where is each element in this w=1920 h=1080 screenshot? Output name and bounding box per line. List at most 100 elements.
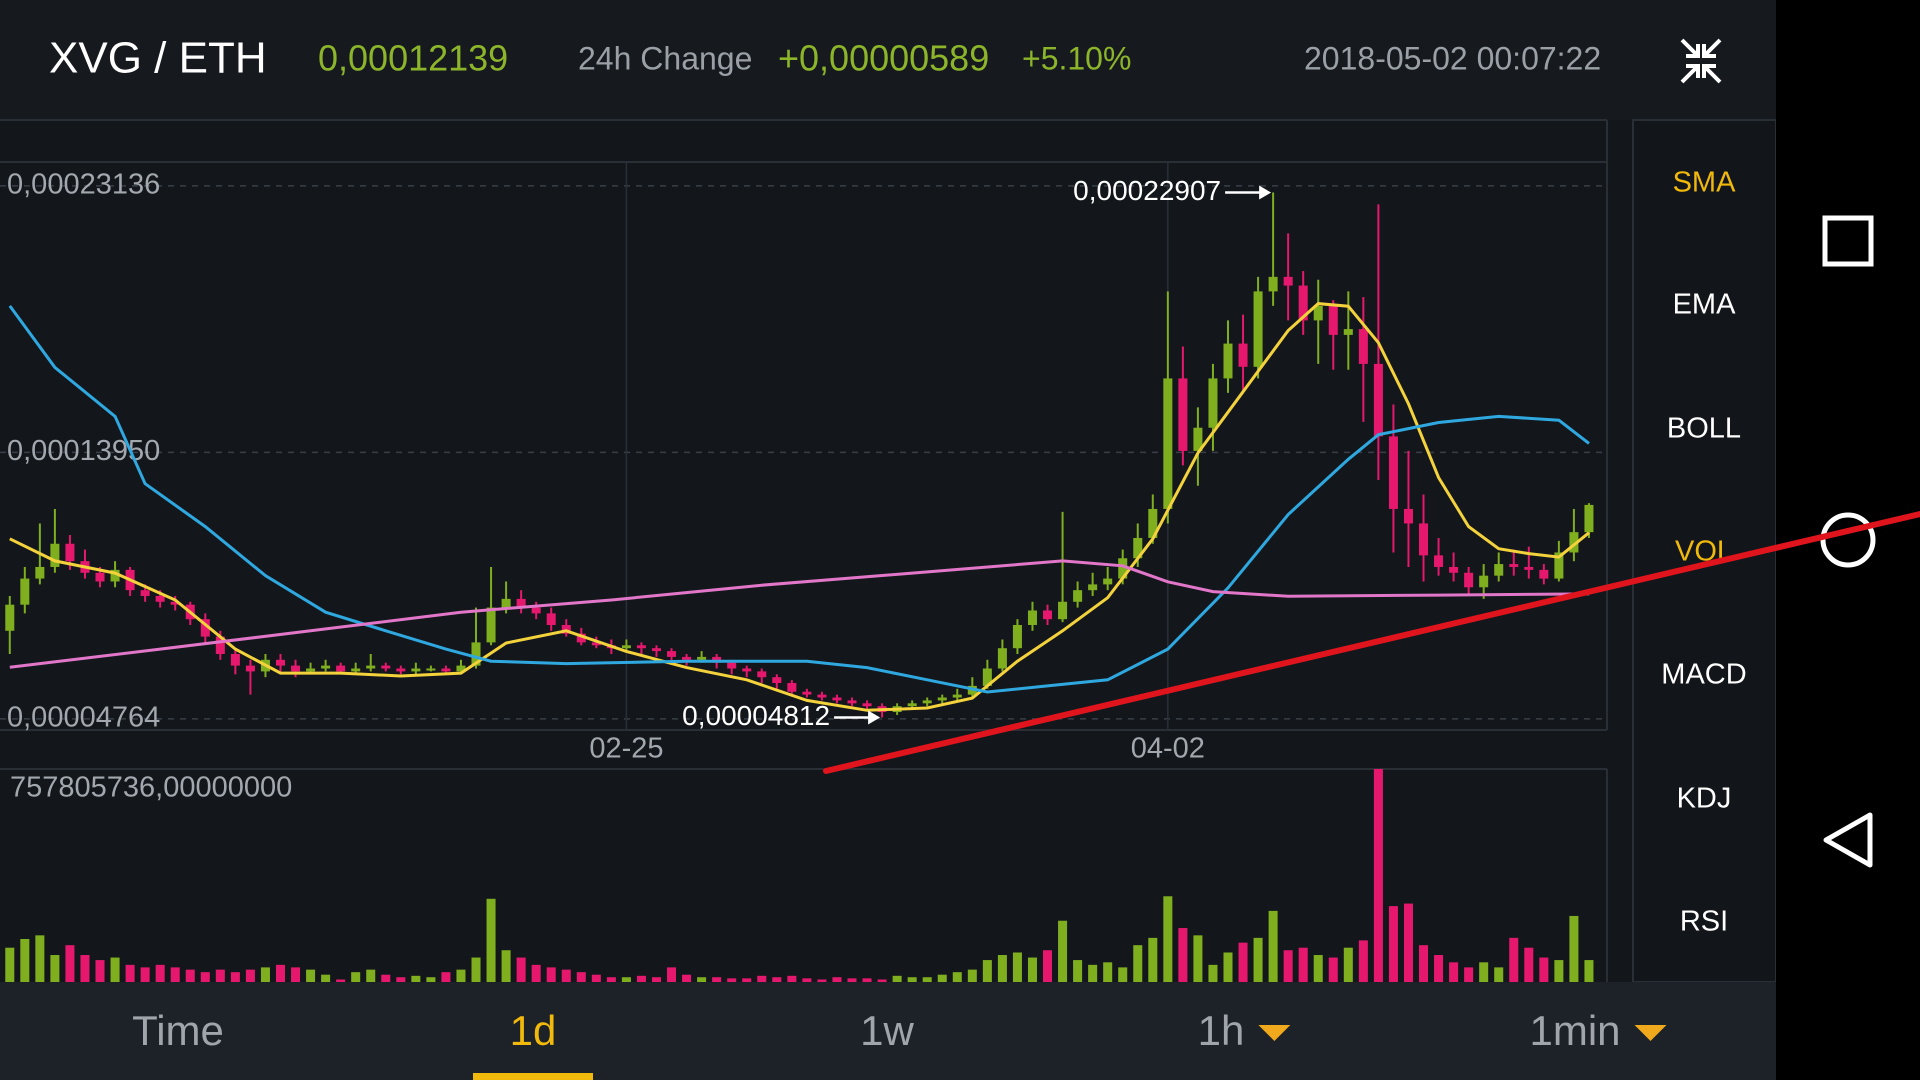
candle-body — [20, 578, 30, 605]
volume-bar — [50, 955, 60, 982]
volume-bar — [817, 979, 827, 982]
tab-bar — [0, 982, 1776, 1080]
candle-body — [366, 665, 376, 669]
volume-bar — [1539, 957, 1549, 982]
back-button[interactable] — [1823, 812, 1873, 868]
candle-body — [697, 656, 707, 660]
volume-bar — [561, 969, 571, 982]
change-percent: +5.10% — [1022, 40, 1131, 76]
indicator-option[interactable]: EMA — [1673, 289, 1737, 321]
candle-body — [1539, 569, 1549, 579]
home-button[interactable] — [1820, 512, 1876, 568]
volume-bar — [35, 935, 45, 982]
last-price: 0,00012139 — [318, 38, 508, 79]
volume-bar — [441, 972, 451, 982]
volume-bar — [155, 964, 165, 982]
volume-bar — [982, 960, 992, 982]
annotation-label: 0,00004812 — [682, 700, 830, 731]
volume-bar — [757, 975, 767, 982]
interval-tab[interactable]: 1d — [510, 1007, 557, 1054]
tab-list: Time 1d 1w 1h 1min — [132, 1007, 1667, 1080]
volume-bar — [1163, 896, 1173, 982]
volume-bar — [1569, 915, 1579, 982]
candle-body — [1027, 610, 1037, 625]
candle-body — [621, 645, 631, 649]
candle-body — [727, 662, 737, 669]
volume-max-label: 757805736,00000000 — [10, 772, 292, 804]
candle-body — [275, 659, 286, 666]
volume-bar — [170, 967, 180, 982]
volume-bar — [351, 972, 361, 982]
volume-bar — [80, 955, 90, 982]
volume-bar — [396, 977, 406, 982]
moving-average-line — [9, 302, 1590, 712]
volume-bar — [742, 978, 752, 982]
volume-bar — [230, 972, 240, 982]
volume-bar — [95, 960, 105, 982]
candle-body — [1298, 285, 1308, 321]
candle-body — [1223, 343, 1233, 379]
volume-bar — [1133, 945, 1143, 982]
volume-bar — [636, 975, 646, 982]
interval-tab[interactable]: 1w — [860, 1007, 914, 1054]
volume-bar — [306, 969, 316, 982]
candle-body — [802, 691, 812, 695]
recent-apps-button[interactable] — [1822, 215, 1874, 267]
candle-body — [1313, 305, 1323, 321]
candle-body — [1328, 305, 1338, 335]
volume-bar — [1178, 928, 1188, 982]
x-tick-label: 04-02 — [1131, 733, 1205, 765]
volume-bar — [1073, 960, 1083, 982]
candle-body — [306, 668, 316, 672]
candle-body — [1524, 566, 1534, 570]
volume-bar — [531, 964, 541, 982]
candle-body — [1283, 276, 1293, 286]
volume-bar — [787, 975, 797, 982]
candle-body — [1193, 427, 1203, 451]
dropdown-arrow — [1634, 1025, 1667, 1041]
volume-bar — [486, 898, 496, 982]
candle-body — [396, 668, 406, 672]
candle-body — [1479, 575, 1489, 588]
candle-body — [1043, 610, 1053, 620]
candle-body — [411, 668, 421, 672]
volume-bar — [516, 957, 526, 982]
candle-body — [321, 665, 331, 669]
indicator-option[interactable]: BOLL — [1667, 413, 1741, 445]
collapse-button[interactable] — [1680, 38, 1722, 84]
volume-bar — [937, 974, 947, 982]
candle-body — [1133, 537, 1143, 559]
annotation-arrowhead — [1259, 185, 1272, 200]
interval-tab[interactable]: Time — [132, 1007, 224, 1054]
volume-bar — [501, 950, 511, 982]
volume-bar — [411, 975, 421, 982]
candle-body — [531, 607, 541, 614]
interval-tab[interactable]: 1min — [1529, 1007, 1620, 1054]
candle-body — [546, 613, 556, 625]
volume-bar — [1524, 947, 1534, 982]
indicator-option[interactable]: RSI — [1680, 906, 1728, 938]
volume-bar — [1343, 947, 1353, 982]
y-tick-label: 0,00023136 — [7, 169, 160, 201]
candle-body — [832, 697, 842, 701]
volume-bar — [1434, 955, 1444, 982]
interval-tab[interactable]: 1h — [1198, 1007, 1245, 1054]
volume-bar — [1043, 950, 1053, 982]
volume-bar — [1208, 964, 1218, 982]
candle-body — [441, 668, 451, 672]
volume-bar — [591, 974, 601, 982]
candle-body — [591, 642, 601, 646]
volume-bar — [1554, 960, 1564, 982]
volume-bar — [892, 975, 902, 982]
volume-bar — [125, 964, 135, 982]
indicator-option[interactable]: MACD — [1661, 659, 1746, 691]
candle-body — [847, 700, 857, 704]
volume-bar — [20, 938, 30, 982]
candle-body — [1358, 329, 1368, 364]
moving-average-line — [9, 559, 1590, 669]
indicator-option[interactable]: KDJ — [1677, 783, 1732, 815]
candle-body — [50, 543, 60, 567]
indicator-option[interactable]: SMA — [1673, 167, 1737, 199]
x-tick-label: 02-25 — [589, 733, 663, 765]
